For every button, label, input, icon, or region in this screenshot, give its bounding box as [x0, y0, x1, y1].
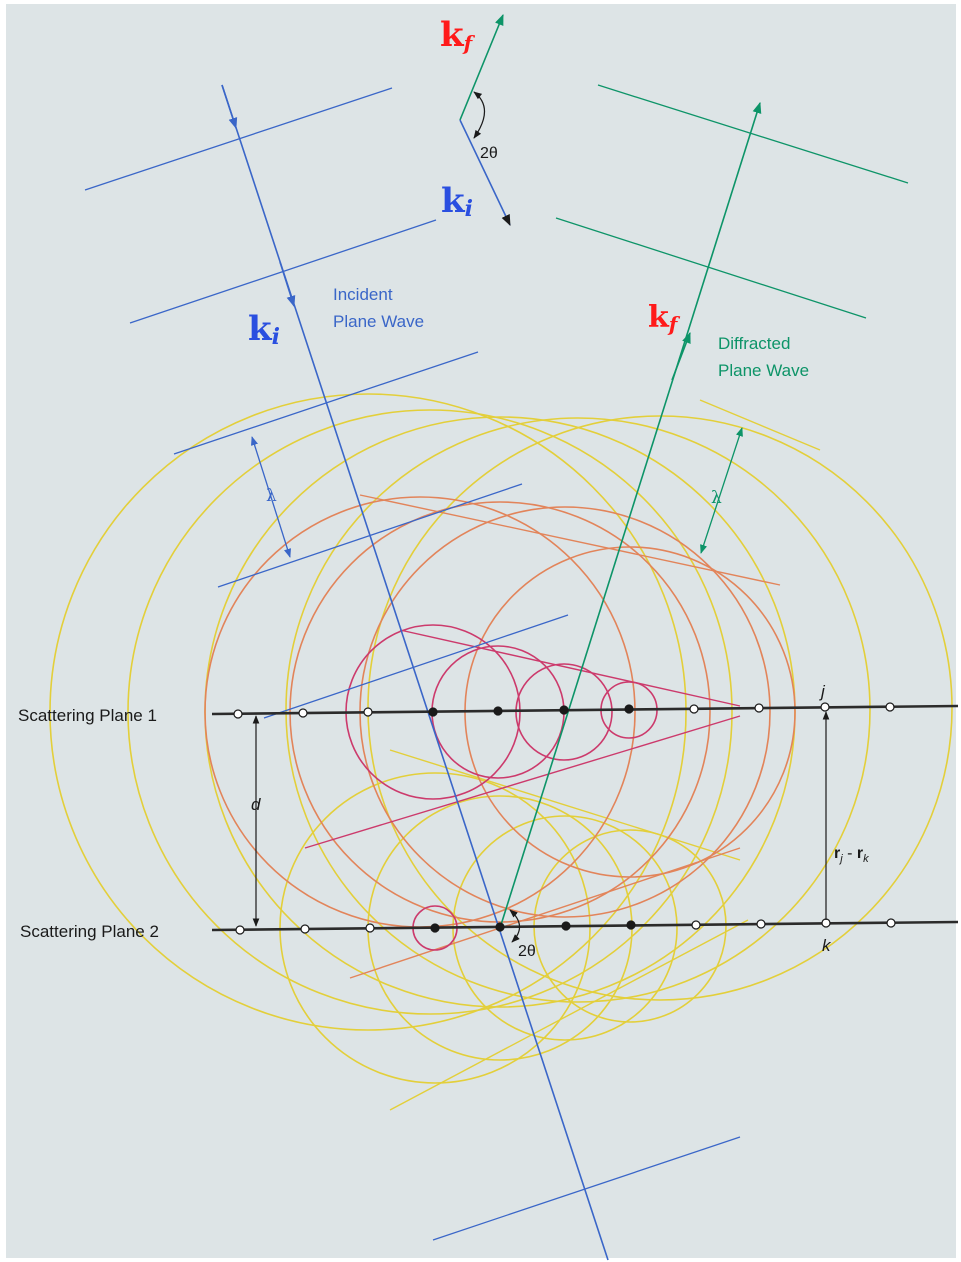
ki-top-label: ki — [441, 181, 473, 222]
atom-open — [363, 707, 373, 717]
diffracted-label-line2: Plane Wave — [718, 361, 809, 380]
atom-open — [691, 920, 701, 930]
angle-top-label: 2θ — [480, 145, 498, 162]
plane-2-atoms — [235, 918, 896, 935]
j-label: j — [819, 682, 826, 701]
scattering-plane-2-label: Scattering Plane 2 — [20, 922, 159, 941]
atom-open — [821, 918, 831, 928]
orange-wavelets — [204, 496, 796, 928]
diffracted-beam-arrow-mid — [671, 331, 691, 381]
yellow-wavelets — [49, 393, 953, 1084]
atom-filled — [428, 707, 438, 717]
atom-filled — [561, 921, 571, 931]
yellow-circle — [49, 393, 687, 1031]
atom-open — [754, 703, 764, 713]
atom-open — [233, 709, 243, 719]
d-label: d — [251, 795, 261, 814]
scattering-plane-1-label: Scattering Plane 1 — [18, 706, 157, 725]
kf-top-label: kf — [440, 15, 476, 55]
diffracted-wavefronts — [555, 84, 909, 319]
incident-beam-arrow-1 — [221, 84, 238, 130]
atom-open — [300, 924, 310, 934]
yellow-circle — [127, 409, 733, 1015]
atom-filled — [430, 923, 440, 933]
atom-open — [756, 919, 766, 929]
atom-open — [365, 923, 375, 933]
lambda-incident-arrow — [251, 436, 291, 558]
diffracted-beam — [499, 101, 762, 929]
incident-beam-arrow-2 — [279, 261, 296, 308]
angle-top-arc — [473, 91, 486, 139]
atom-filled — [493, 706, 503, 716]
rj-rk-label: rj - rk — [834, 845, 869, 865]
plane-1-atoms — [233, 702, 895, 719]
angle-bottom-arc — [509, 909, 521, 943]
lambda-incident-label: λ — [266, 486, 277, 506]
atom-open — [689, 704, 699, 714]
kf-top-vector — [459, 13, 504, 121]
k-label: k — [822, 936, 832, 955]
ki-mid-label: ki — [248, 309, 280, 350]
scattering-plane-1-line — [211, 704, 959, 716]
diffracted-label-line1: Diffracted — [718, 334, 790, 353]
atom-filled — [559, 705, 569, 715]
angle-bottom-label: 2θ — [518, 943, 536, 960]
atom-filled — [624, 704, 634, 714]
atom-open — [298, 708, 308, 718]
atom-filled — [495, 922, 505, 932]
scattering-plane-2-line — [211, 920, 959, 932]
yellow-tangents — [389, 399, 821, 1111]
incident-label-line1: Incident — [333, 285, 393, 304]
diagram-background — [6, 4, 956, 1258]
ki-top-vector — [459, 119, 511, 227]
lambda-diffracted-arrow — [700, 427, 743, 554]
lambda-diffracted-label: λ — [711, 488, 722, 508]
atom-open — [235, 925, 245, 935]
atom-open — [885, 702, 895, 712]
kf-mid-label: kf — [648, 300, 681, 336]
atom-filled — [626, 920, 636, 930]
atom-open — [820, 702, 830, 712]
red-tangents — [304, 629, 741, 849]
incident-label-line2: Plane Wave — [333, 312, 424, 331]
atom-open — [886, 918, 896, 928]
orange-tangents — [349, 494, 781, 979]
